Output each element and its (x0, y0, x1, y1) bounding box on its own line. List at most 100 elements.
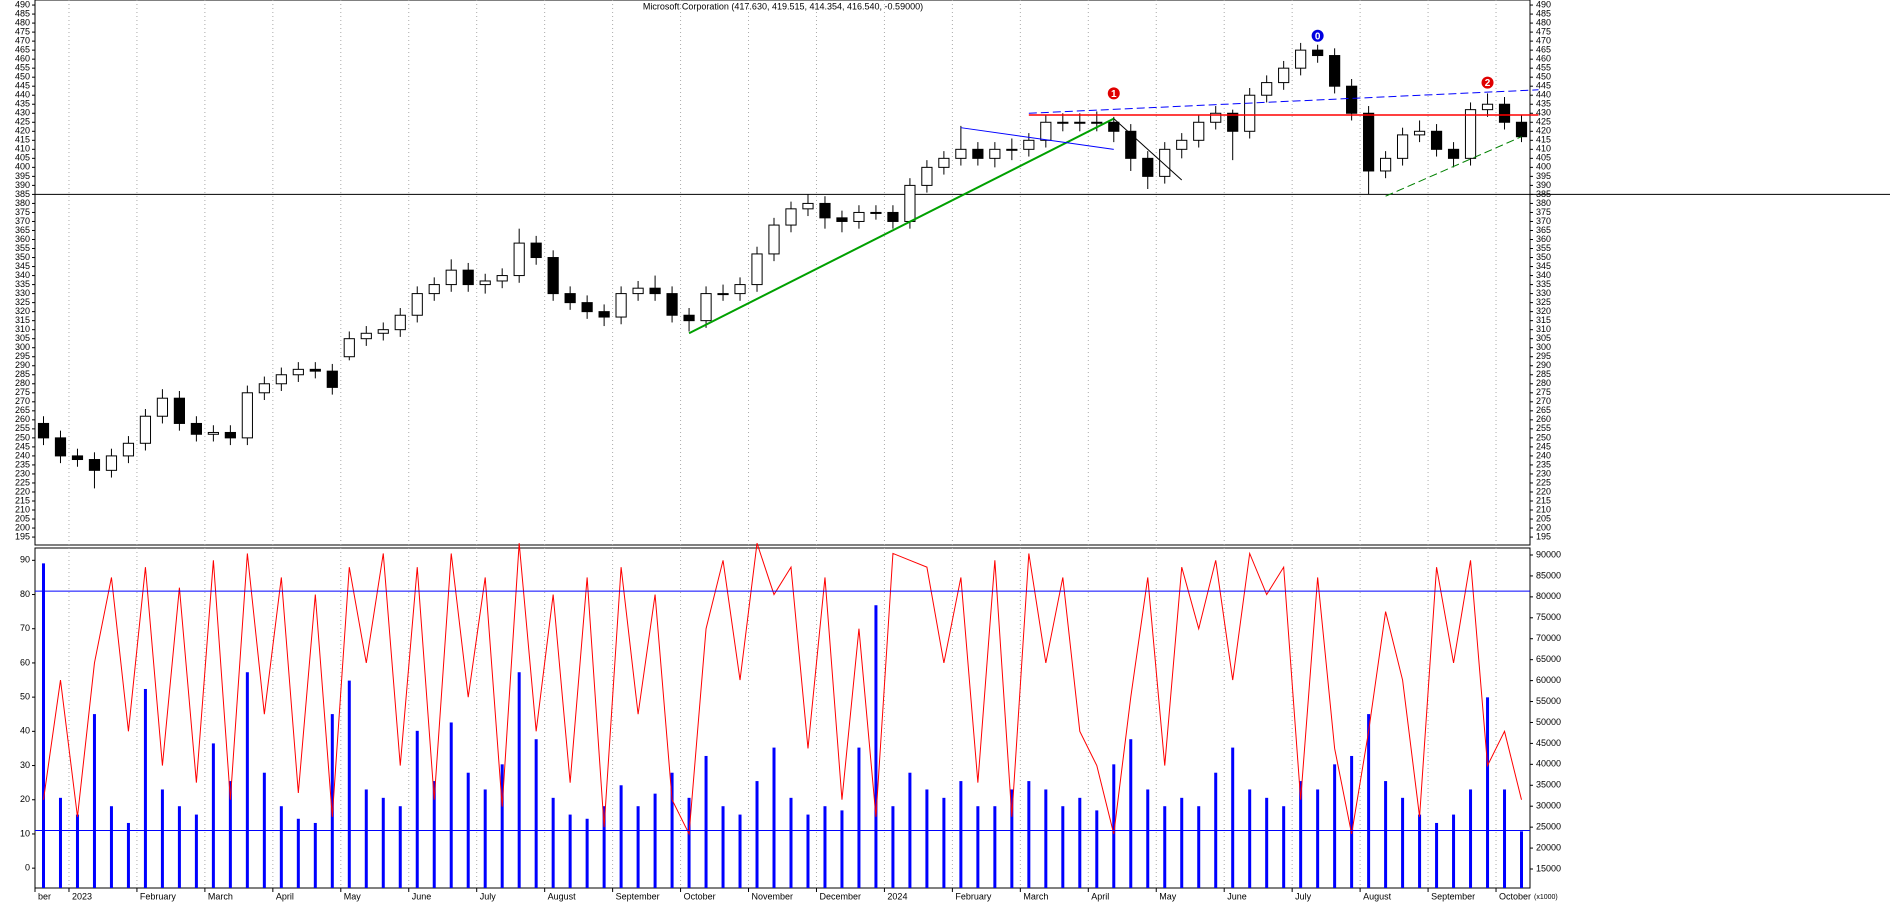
candle-body (1210, 112, 1222, 123)
candle-body (496, 275, 508, 282)
volume-bar (891, 806, 895, 888)
candle-body (1380, 157, 1392, 172)
y-tick-label: 465 (15, 45, 30, 55)
candle-body (887, 211, 899, 222)
candle-body (938, 157, 950, 168)
candle-body (1447, 148, 1460, 159)
candle-body (1108, 121, 1120, 132)
volume-bar (330, 714, 334, 888)
y-tick-label: 305 (15, 333, 30, 343)
y-tick-label: 475 (1536, 26, 1551, 36)
y2-tick-label: 15000 (1536, 863, 1561, 873)
candle-body (1396, 134, 1409, 159)
candle-body (1125, 130, 1137, 159)
y-tick-label: 335 (1536, 279, 1551, 289)
volume-bar (1452, 814, 1456, 888)
y-tick-label: 410 (1536, 144, 1551, 154)
candle-body (530, 242, 542, 259)
y2-tick-label: 20000 (1536, 842, 1561, 852)
candle-body (1091, 121, 1103, 124)
x-tick-label: ber (38, 891, 51, 901)
volume-bar (806, 814, 810, 888)
y-tick-label: 440 (1536, 90, 1551, 100)
volume-bar (228, 781, 232, 888)
volume-bar (1401, 797, 1405, 888)
volume-bar (347, 680, 351, 888)
y2-tick-label: 40000 (1536, 759, 1561, 769)
candle-body (989, 148, 1001, 159)
y-tick-label: 250 (1536, 432, 1551, 442)
y-tick-label: 245 (1536, 441, 1551, 451)
volume-bar (126, 822, 130, 888)
y-tick-label: 330 (15, 288, 30, 298)
candle-body (1040, 121, 1052, 141)
candle-body (224, 431, 236, 439)
y-tick-label: 255 (1536, 423, 1551, 433)
y-tick-label: 320 (15, 306, 30, 316)
volume-bar (143, 688, 147, 888)
volume-bar (194, 814, 198, 888)
y-tick-label: 380 (1536, 198, 1551, 208)
marker-label: 0 (1315, 31, 1321, 42)
y2-tick-label: 30000 (1536, 801, 1561, 811)
y-tick-label: 385 (15, 189, 30, 199)
candle-body (836, 217, 848, 222)
candle-body (1498, 103, 1511, 123)
candle-body (1193, 121, 1205, 141)
y-tick-label: 365 (1536, 225, 1551, 235)
marker (1107, 87, 1120, 100)
y-tick-label: 345 (1536, 261, 1551, 271)
volume-bar (1129, 739, 1133, 888)
y-tick-label: 20 (20, 794, 30, 804)
x-tick-label: October (1499, 891, 1531, 901)
volume-bar (619, 785, 623, 888)
y-tick-label: 255 (15, 423, 30, 433)
y-tick-label: 30 (20, 760, 30, 770)
y-tick-label: 235 (15, 459, 30, 469)
y2-tick-label: 80000 (1536, 591, 1561, 601)
volume-bar (772, 747, 776, 888)
volume-bar (704, 755, 708, 888)
y-tick-label: 490 (15, 0, 30, 9)
y-tick-label: 350 (1536, 252, 1551, 262)
y-tick-label: 260 (1536, 414, 1551, 424)
x-tick-label: October (684, 891, 716, 901)
y-tick-label: 450 (15, 72, 30, 82)
y-tick-label: 215 (15, 495, 30, 505)
volume-bar (1146, 789, 1150, 888)
y-tick-label: 200 (1536, 522, 1551, 532)
x-tick-label: September (616, 891, 660, 901)
y-tick-label: 385 (1536, 189, 1551, 199)
y-tick-label: 265 (15, 405, 30, 415)
y-tick-label: 70 (20, 623, 30, 633)
volume-bar (1197, 806, 1201, 888)
trend-line (960, 127, 1114, 150)
candle-body (1464, 109, 1477, 159)
y-tick-label: 340 (15, 270, 30, 280)
y2-tick-label: 85000 (1536, 570, 1561, 580)
y-tick-label: 475 (15, 26, 30, 36)
y-tick-label: 205 (1536, 513, 1551, 523)
y2-tick-label: 60000 (1536, 675, 1561, 685)
candle-body (1142, 157, 1154, 177)
candle-body (564, 293, 576, 304)
y2-tick-label: 25000 (1536, 822, 1561, 832)
x-tick-label: March (208, 891, 233, 901)
candle-body (802, 202, 814, 210)
volume-bar (925, 789, 929, 888)
candle-body (1329, 55, 1341, 87)
candle-body (734, 284, 746, 295)
x-tick-label: September (1431, 891, 1475, 901)
volume-bar (534, 739, 538, 888)
y-tick-label: 465 (1536, 45, 1551, 55)
y2-tick-label: 90000 (1536, 549, 1561, 559)
x-tick-label: July (1295, 891, 1312, 901)
candle-body (428, 284, 440, 295)
candle-body (122, 442, 135, 457)
x-tick-label: June (412, 891, 432, 901)
y-tick-label: 275 (1536, 387, 1551, 397)
volume-bar (993, 806, 997, 888)
volume-bar (1163, 806, 1167, 888)
y-tick-label: 435 (15, 99, 30, 109)
